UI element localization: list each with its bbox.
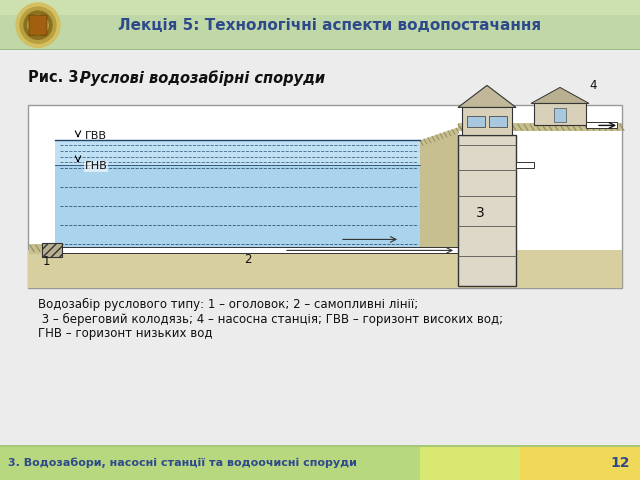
Bar [42, 243, 62, 257]
Bar [462, 108, 512, 135]
Text: 3. Водозабори, насосні станції та водоочисні споруди: 3. Водозабори, насосні станції та водооч… [8, 458, 357, 468]
Bar [458, 123, 622, 132]
Text: Водозабір руслового типу: 1 – оголовок; 2 – самопливні лінії;: Водозабір руслового типу: 1 – оголовок; … [38, 298, 419, 311]
Bar [586, 122, 617, 129]
Circle shape [24, 11, 52, 39]
Text: Рис. 3.: Рис. 3. [28, 71, 89, 85]
Polygon shape [55, 132, 458, 166]
Bar [420, 445, 520, 480]
Text: ГВВ: ГВВ [85, 132, 107, 142]
Text: 3: 3 [476, 206, 484, 220]
Text: 12: 12 [611, 456, 630, 470]
Text: ГНВ: ГНВ [85, 161, 108, 171]
FancyBboxPatch shape [29, 15, 47, 36]
Bar [0, 49, 640, 50]
Polygon shape [420, 127, 458, 250]
Text: 3 – береговий колодязь; 4 – насосна станція; ГВВ – горизонт високих вод;: 3 – береговий колодязь; 4 – насосна стан… [38, 312, 503, 325]
Circle shape [32, 19, 44, 31]
Bar [554, 108, 566, 122]
Bar [62, 247, 466, 253]
Bar [28, 251, 622, 288]
Text: 2: 2 [244, 253, 252, 266]
Circle shape [20, 7, 56, 43]
Circle shape [28, 15, 48, 36]
Bar [0, 445, 640, 447]
Bar [0, 0, 640, 15]
Bar [467, 116, 485, 127]
Bar [28, 106, 622, 288]
Polygon shape [55, 132, 458, 250]
Text: Руслові водозабірні споруди: Руслові водозабірні споруди [80, 71, 325, 86]
Bar [516, 162, 534, 168]
Bar [534, 103, 586, 125]
Polygon shape [458, 85, 516, 108]
Bar [520, 445, 640, 480]
Bar [29, 244, 55, 254]
Text: Лекція 5: Технологічні аспекти водопостачання: Лекція 5: Технологічні аспекти водопоста… [118, 18, 541, 33]
Circle shape [16, 3, 60, 48]
Text: ГНВ – горизонт низьких вод: ГНВ – горизонт низьких вод [38, 327, 212, 340]
Bar [489, 116, 507, 127]
Text: 1: 1 [43, 255, 51, 268]
Bar [458, 135, 516, 287]
Text: 4: 4 [589, 79, 596, 93]
Polygon shape [531, 87, 589, 103]
Bar [0, 445, 420, 480]
